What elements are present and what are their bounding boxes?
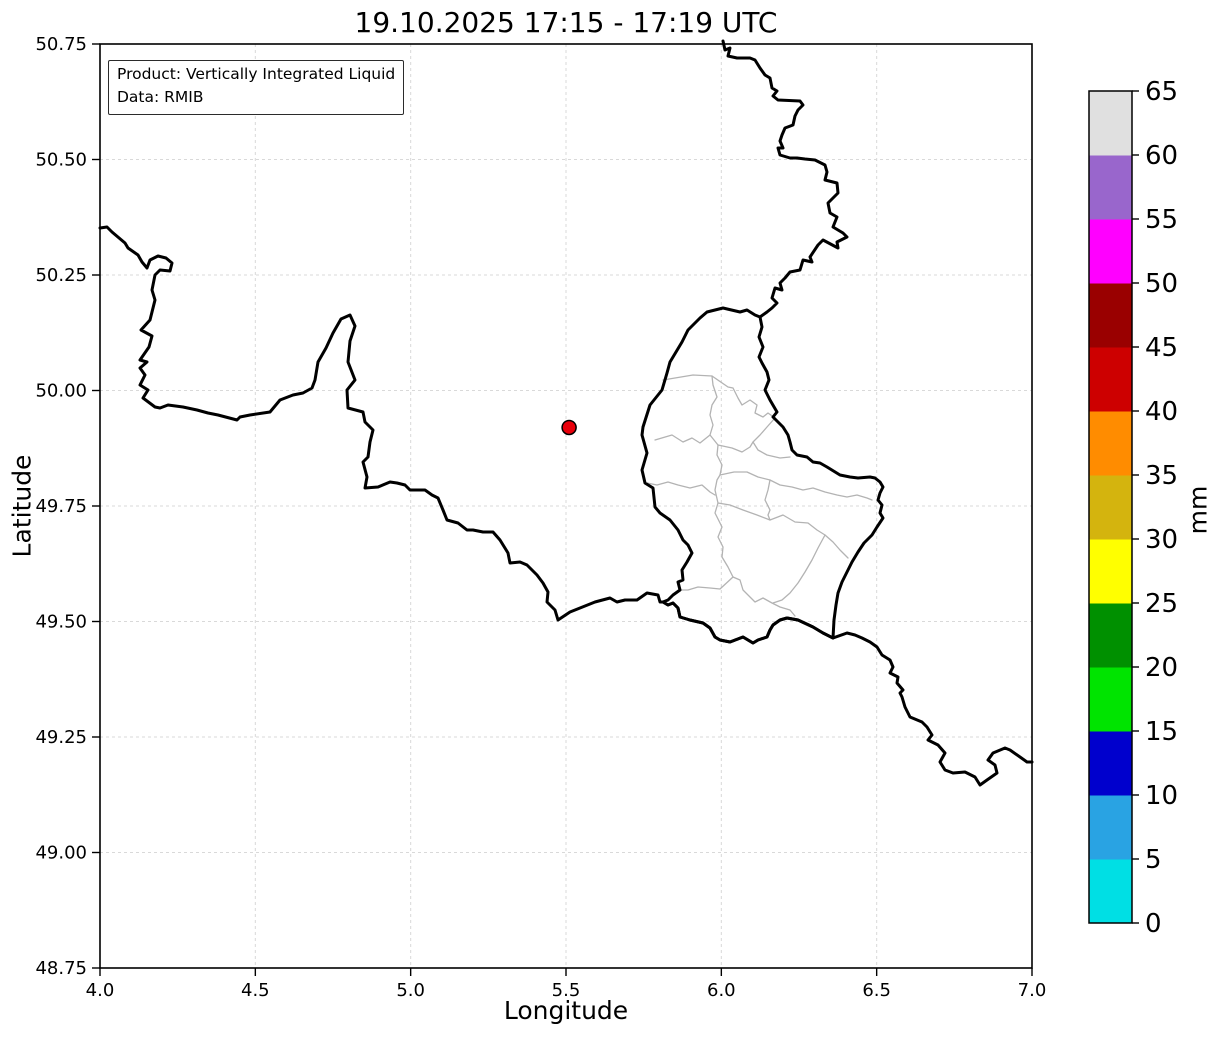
y-axis-label: Latitude [7, 454, 37, 558]
colorbar-tick-label: 50 [1145, 269, 1178, 299]
colorbar-tick-label: 10 [1145, 781, 1178, 811]
y-tick-label: 50.00 [35, 381, 87, 402]
colorbar-segment [1089, 219, 1132, 284]
y-tick-label: 49.75 [35, 496, 87, 517]
colorbar-tick-label: 35 [1145, 461, 1178, 491]
colorbar-tick-label: 15 [1145, 717, 1178, 747]
canton-border-line [717, 441, 791, 459]
colorbar-tick-label: 40 [1145, 397, 1178, 427]
canton-border-line [646, 481, 716, 496]
y-tick-label: 50.50 [35, 150, 87, 171]
canton-border-line [679, 576, 734, 591]
colorbar-tick-label: 45 [1145, 333, 1178, 363]
colorbar-segment [1089, 539, 1132, 604]
colorbar-unit-label: mm [1183, 485, 1213, 535]
info-box: Product: Vertically Integrated Liquid Da… [108, 60, 405, 115]
colorbar-tick-label: 60 [1145, 141, 1178, 171]
canton-border-line [717, 502, 849, 559]
colorbar-tick-label: 5 [1145, 845, 1162, 875]
colorbar-segment [1089, 91, 1132, 156]
x-tick-label: 7.0 [1018, 980, 1047, 1001]
colorbar-segment [1089, 475, 1132, 540]
x-tick-label: 4.5 [241, 980, 270, 1001]
y-tick-label: 48.75 [35, 958, 87, 979]
colorbar-tick-label: 65 [1145, 77, 1178, 107]
info-box-data-line: Data: RMIB [117, 88, 204, 107]
colorbar-segment [1089, 283, 1132, 348]
y-tick-label: 50.25 [35, 265, 87, 286]
x-tick-label: 6.5 [862, 980, 891, 1001]
colorbar-tick-label: 30 [1145, 525, 1178, 555]
colorbar-tick-label: 20 [1145, 653, 1178, 683]
canton-border-line [709, 375, 796, 617]
colorbar-tick-label: 25 [1145, 589, 1178, 619]
x-tick-label: 6.0 [707, 980, 736, 1001]
y-tick-label: 49.25 [35, 727, 87, 748]
canton-border-line [772, 534, 826, 604]
y-tick-label: 50.75 [35, 34, 87, 55]
x-tick-label: 5.5 [552, 980, 581, 1001]
colorbar-outline [1088, 90, 1133, 924]
canton-border-line [662, 374, 776, 419]
canton-border-line [752, 417, 776, 443]
y-tick-label: 49.00 [35, 843, 87, 864]
canton-border-line [719, 471, 873, 501]
vil-marker-dot [561, 419, 577, 436]
colorbar-segment [1089, 155, 1132, 220]
national-border-line [640, 306, 885, 645]
colorbar-segment [1089, 411, 1132, 476]
colorbar-segment [1089, 667, 1132, 732]
national-border-line [721, 39, 849, 319]
canton-border-line [654, 434, 711, 444]
info-box-product-line: Product: Vertically Integrated Liquid [117, 65, 396, 83]
x-tick-label: 4.0 [86, 980, 115, 1001]
colorbar-tick-label: 55 [1145, 205, 1178, 235]
y-tick-label: 49.50 [35, 612, 87, 633]
colorbar-segment [1089, 603, 1132, 668]
page-title: 19.10.2025 17:15 - 17:19 UTC [354, 6, 778, 39]
colorbar-segment [1089, 347, 1132, 412]
colorbar-segment [1089, 795, 1132, 860]
x-tick-label: 5.0 [396, 980, 425, 1001]
colorbar-segment [1089, 859, 1132, 924]
colorbar-tick-label: 0 [1145, 909, 1162, 939]
colorbar-segment [1089, 731, 1132, 796]
x-axis-label: Longitude [503, 996, 629, 1025]
canton-border-line [764, 479, 771, 521]
national-border-line [98, 225, 1034, 787]
